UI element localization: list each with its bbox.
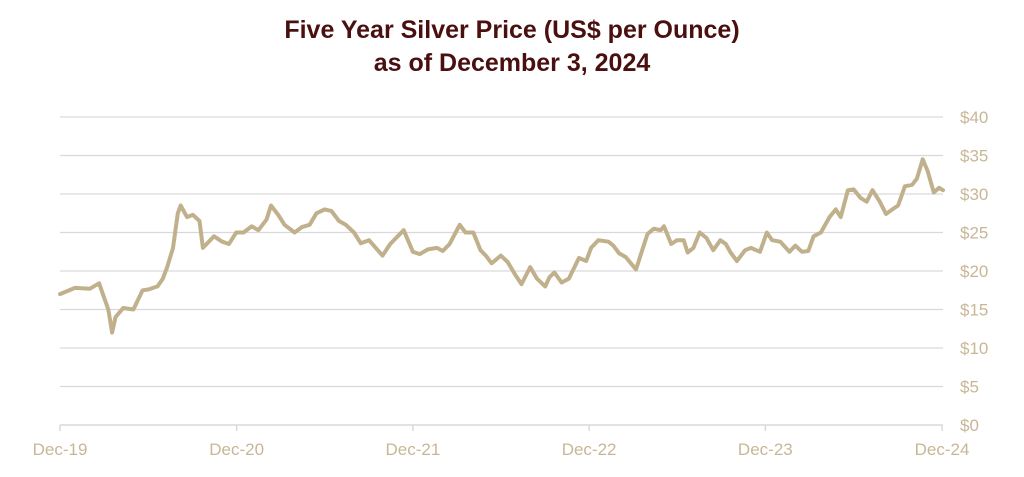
y-tick-label: $35 [960,147,988,166]
y-tick-label: $30 [960,185,988,204]
chart-title: Five Year Silver Price (US$ per Ounce) [284,16,740,44]
x-tick-label: Dec-22 [562,440,617,459]
x-tick-label: Dec-23 [738,440,793,459]
y-tick-label: $20 [960,262,988,281]
x-tick-label: Dec-24 [915,440,970,459]
chart-title-block: Five Year Silver Price (US$ per Ounce) a… [0,14,1024,80]
y-tick-label: $10 [960,339,988,358]
price-line [58,157,945,335]
x-tick-label: Dec-20 [209,440,264,459]
y-tick-label: $40 [960,108,988,127]
y-tick-label: $0 [960,416,979,435]
y-tick-label: $25 [960,224,988,243]
y-tick-label: $5 [960,378,979,397]
y-tick-labels: $40 $35 $30 $25 $20 $15 $10 $5 $0 [960,108,988,435]
x-axis [59,424,943,431]
grid-lines [60,116,943,388]
y-tick-label: $15 [960,301,988,320]
price-series [58,157,945,335]
chart-subtitle: as of December 3, 2024 [373,49,651,77]
x-tick-label: Dec-19 [33,440,88,459]
x-tick-label: Dec-21 [386,440,441,459]
x-tick-labels: Dec-19 Dec-20 Dec-21 Dec-22 Dec-23 Dec-24 [33,440,970,459]
